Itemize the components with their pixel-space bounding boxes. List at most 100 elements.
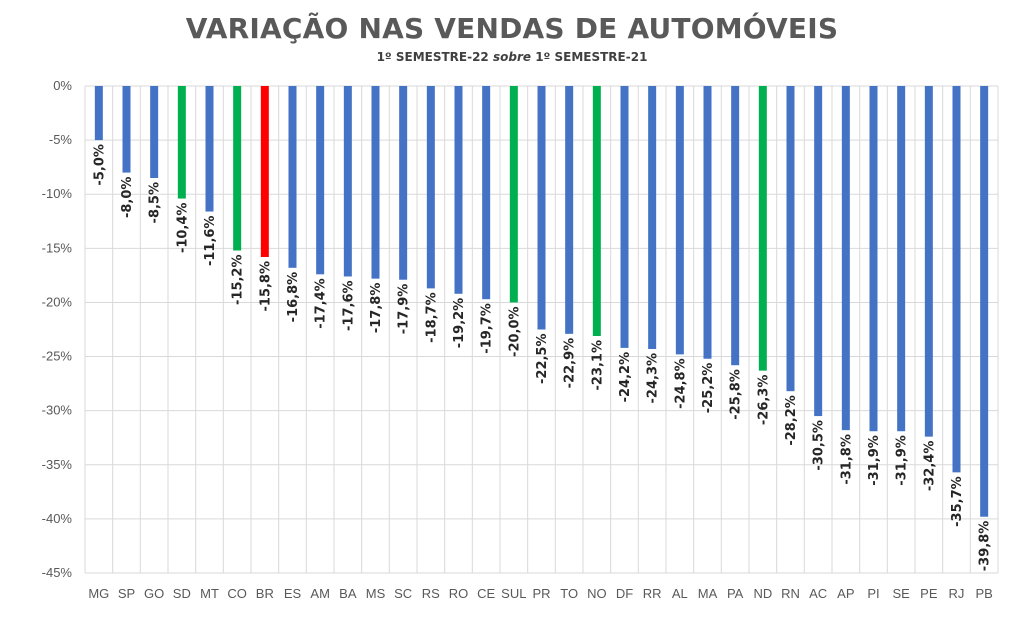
x-tick-label: PB <box>975 586 992 601</box>
bar-am <box>316 86 325 275</box>
data-label: -32,4% <box>922 441 937 492</box>
bar-es <box>288 86 297 268</box>
y-tick-label: 0% <box>53 78 72 93</box>
data-label: -31,9% <box>867 435 882 486</box>
data-label: -5,0% <box>92 144 107 185</box>
subtitle-part-1: 1º SEMESTRE-22 <box>376 50 493 64</box>
x-tick-label: PR <box>532 586 550 601</box>
bar-se <box>897 86 906 432</box>
bar-sc <box>399 86 408 280</box>
x-tick-label: MS <box>366 586 386 601</box>
bar-pa <box>731 86 740 366</box>
x-tick-label: TO <box>560 586 578 601</box>
y-tick-label: -10% <box>42 186 73 201</box>
bar-ap <box>841 86 850 431</box>
data-label: -8,5% <box>148 182 163 223</box>
data-label: -18,7% <box>424 292 439 343</box>
data-label: -11,6% <box>203 216 218 267</box>
data-label: -24,8% <box>673 358 688 409</box>
x-tick-label: MT <box>200 586 219 601</box>
data-label: -20,0% <box>507 306 522 357</box>
x-tick-label: BA <box>339 586 357 601</box>
x-tick-label: SD <box>173 586 191 601</box>
x-tick-label: SUL <box>501 586 526 601</box>
data-labels: -5,0%-8,0% -8,5% -10,4% -11,6%-15,2% -15,8% -… <box>92 144 992 571</box>
data-label: -39,8% <box>978 521 993 572</box>
x-tick-label: RN <box>781 586 800 601</box>
x-tick-label: AL <box>672 586 688 601</box>
data-label: -10,4% <box>175 203 190 254</box>
y-tick-label: -35% <box>42 457 73 472</box>
bar-pi <box>869 86 878 432</box>
bar-ce <box>482 86 491 300</box>
chart-title: VARIAÇÃO NAS VENDAS DE AUTOMÓVEIS <box>185 12 839 45</box>
x-tick-label: AC <box>809 586 827 601</box>
x-tick-label: AP <box>837 586 854 601</box>
data-label: -26,3% <box>756 375 771 426</box>
bar-al <box>675 86 684 355</box>
x-tick-label: RJ <box>949 586 965 601</box>
x-tick-label: PE <box>920 586 938 601</box>
x-tick-label: ES <box>284 586 302 601</box>
x-tick-label: MG <box>88 586 109 601</box>
x-tick-label: BR <box>256 586 274 601</box>
data-label: -25,2% <box>701 363 716 414</box>
data-label: -19,7% <box>480 303 495 354</box>
subtitle-part-2: 1º SEMESTRE-21 <box>531 50 648 64</box>
data-label: -17,4% <box>314 278 329 329</box>
bar-df <box>620 86 629 348</box>
x-tick-label: SP <box>118 586 135 601</box>
data-label: -15,2% <box>231 254 246 305</box>
subtitle-italic: sobre <box>492 50 532 64</box>
x-tick-label: PI <box>867 586 879 601</box>
x-tick-label: RS <box>422 586 440 601</box>
data-label: -30,5% <box>812 420 827 471</box>
data-label: -24,2% <box>618 352 633 403</box>
bar-ac <box>814 86 823 417</box>
bar-mg <box>94 86 103 141</box>
x-tick-label: AM <box>310 586 330 601</box>
x-tick-label: SE <box>892 586 910 601</box>
x-tick-label: NO <box>587 586 607 601</box>
data-label: -28,2% <box>784 395 799 446</box>
data-label: -23,1% <box>590 340 605 391</box>
bar-rn <box>786 86 795 392</box>
data-label: -22,5% <box>535 334 550 385</box>
bar-ma <box>703 86 712 359</box>
x-tick-label: CE <box>477 586 495 601</box>
data-label: -25,8% <box>729 369 744 420</box>
y-tick-label: -40% <box>42 511 73 526</box>
x-tick-label: RR <box>643 586 662 601</box>
data-label: -17,6% <box>341 280 356 331</box>
x-tick-label: GO <box>144 586 164 601</box>
bar-rr <box>648 86 657 349</box>
x-tick-label: DF <box>616 586 633 601</box>
data-label: -31,9% <box>895 435 910 486</box>
bar-ms <box>371 86 380 279</box>
bar-co <box>233 86 242 251</box>
data-label: -31,8% <box>839 434 854 485</box>
bar-pr <box>537 86 546 330</box>
bar-sd <box>177 86 186 199</box>
bar-no <box>592 86 601 336</box>
y-tick-label: -20% <box>42 294 73 309</box>
bar-pb <box>980 86 989 517</box>
x-tick-label: CO <box>227 586 247 601</box>
x-tick-label: ND <box>753 586 772 601</box>
y-tick-label: -25% <box>42 349 73 364</box>
y-axis-labels: 0% -5% -10% -15% -20% -25% -30% -35% -40% -45% <box>42 78 73 580</box>
bars <box>94 86 989 517</box>
data-label: -19,2% <box>452 298 467 349</box>
bar-rj <box>952 86 961 473</box>
bar-pe <box>924 86 933 437</box>
data-label: -8,0% <box>120 177 135 218</box>
data-label: -17,8% <box>369 283 384 334</box>
y-tick-label: -45% <box>42 565 73 580</box>
data-label: -22,9% <box>563 338 578 389</box>
bar-rs <box>426 86 435 289</box>
data-label: -24,3% <box>646 353 661 404</box>
x-tick-label: SC <box>394 586 412 601</box>
y-tick-label: -5% <box>49 132 73 147</box>
bar-sul <box>509 86 518 303</box>
